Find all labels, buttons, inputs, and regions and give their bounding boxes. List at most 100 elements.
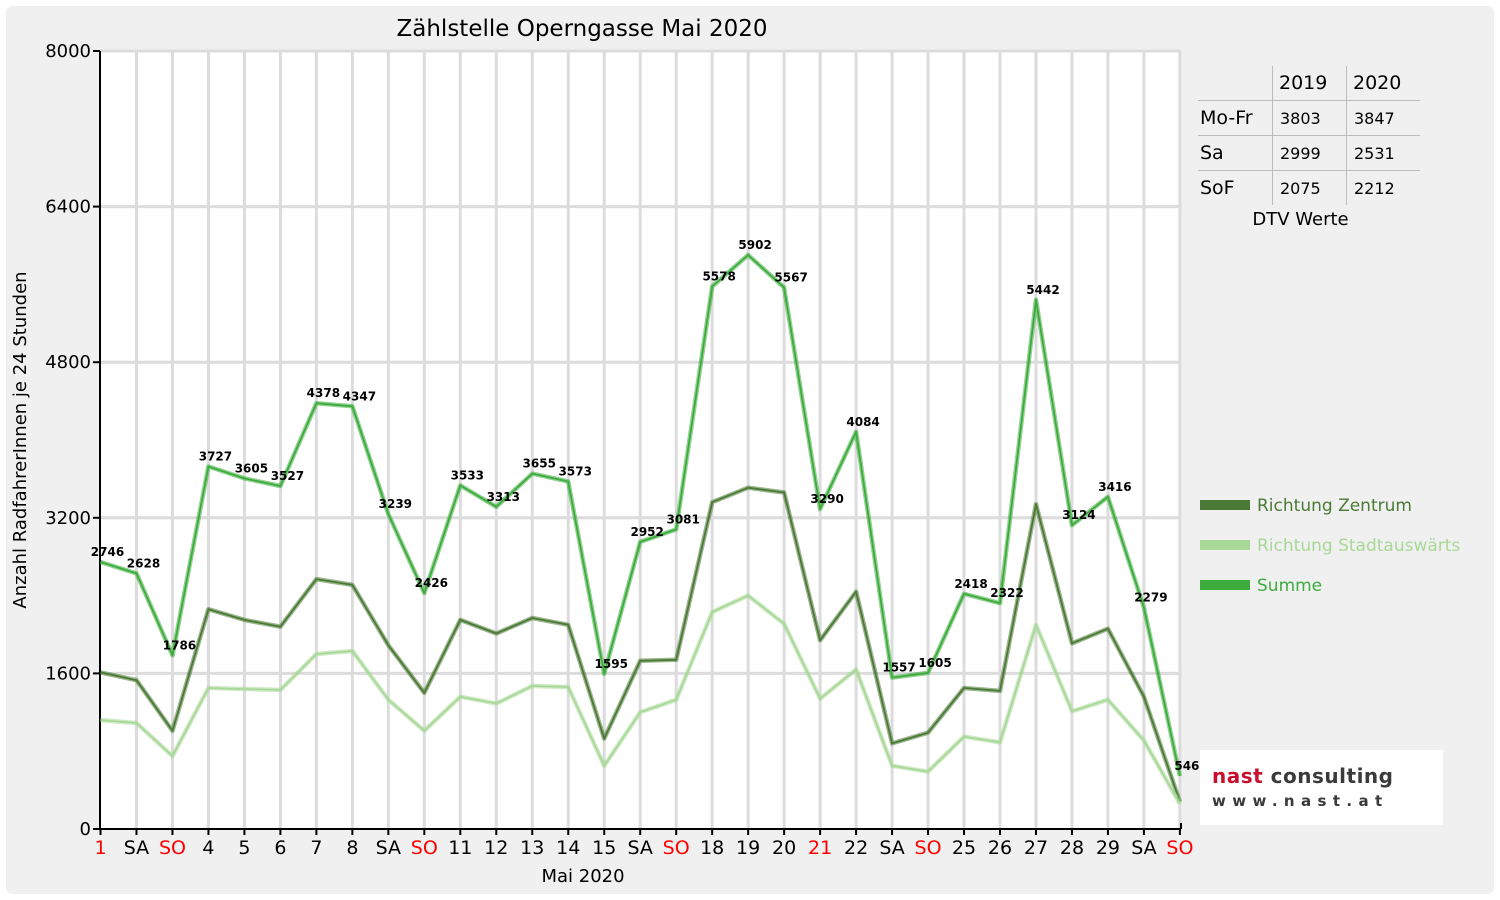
data-label: 3727 xyxy=(199,450,232,464)
dtv-year-header: 2019 xyxy=(1272,66,1347,101)
data-label: 2628 xyxy=(127,556,160,570)
data-label: 3416 xyxy=(1098,480,1131,494)
dtv-row: Mo-Fr 3803 3847 xyxy=(1198,100,1420,136)
x-tick-label: 5 xyxy=(238,837,250,859)
x-tick-label: 21 xyxy=(808,837,832,859)
dtv-table: 2019 2020 Mo-Fr 3803 3847 Sa 2999 2531 S… xyxy=(1198,66,1420,205)
x-tick-label: 13 xyxy=(520,837,544,859)
dtv-value: 2075 xyxy=(1272,170,1347,205)
data-label: 3313 xyxy=(487,490,520,504)
x-tick-label: 4 xyxy=(202,837,214,859)
dtv-value: 2531 xyxy=(1346,135,1420,171)
x-tick-labels: 1 SA SO 4 5 6 7 8 SA SO 11 12 13 14 15 SA SO 18 19 20 21 22 SA… xyxy=(94,837,1193,859)
x-tick-label: 15 xyxy=(592,837,616,859)
data-label: 3527 xyxy=(271,469,304,483)
y-tick-label: 3200 xyxy=(45,508,91,529)
dtv-row: SoF 2075 2212 xyxy=(1198,170,1420,205)
dtv-header-row: 2019 2020 xyxy=(1198,66,1420,101)
dtv-year-header: 2020 xyxy=(1346,66,1420,101)
x-tick-label: 18 xyxy=(700,837,724,859)
data-label: 3239 xyxy=(379,497,412,511)
dtv-row-label: Sa xyxy=(1198,135,1273,171)
x-tick-label: 25 xyxy=(952,837,976,859)
data-label: 3081 xyxy=(666,512,699,526)
legend-swatch xyxy=(1200,500,1250,510)
x-tick-label: 26 xyxy=(988,837,1012,859)
legend-entry: Richtung Zentrum xyxy=(1257,496,1412,516)
data-label: 3573 xyxy=(559,465,592,479)
data-label: 1786 xyxy=(163,638,196,652)
dtv-caption: DTV Werte xyxy=(1252,209,1349,230)
data-label: 1557 xyxy=(882,661,915,675)
logo-name-part2: consulting xyxy=(1270,764,1394,788)
data-label: 546 xyxy=(1174,759,1199,773)
dtv-value: 3803 xyxy=(1272,100,1347,136)
y-tick-label: 1600 xyxy=(45,663,91,684)
data-label: 3605 xyxy=(235,461,268,475)
data-label: 2952 xyxy=(630,525,663,539)
x-tick-label: SO xyxy=(915,837,942,859)
logo-name: nast consulting xyxy=(1212,764,1393,788)
x-tick-label: SO xyxy=(159,837,186,859)
x-tick-label: 12 xyxy=(484,837,508,859)
y-axis-title: Anzahl RadfahrerInnen je 24 Stunden xyxy=(10,271,31,608)
data-label: 4084 xyxy=(846,415,879,429)
legend-swatch xyxy=(1200,540,1250,550)
data-label: 2279 xyxy=(1134,590,1167,604)
data-label: 2426 xyxy=(415,576,448,590)
nast-consulting-logo: nast consulting www.nast.at xyxy=(1200,750,1443,825)
data-label: 2322 xyxy=(990,586,1023,600)
data-label: 5578 xyxy=(702,270,735,284)
logo-url: www.nast.at xyxy=(1212,792,1389,810)
x-tick-label: 14 xyxy=(556,837,580,859)
axes xyxy=(93,50,1182,835)
dtv-value: 2212 xyxy=(1346,170,1420,205)
x-tick-label: 11 xyxy=(448,837,472,859)
data-label: 3124 xyxy=(1062,508,1095,522)
data-label: 4347 xyxy=(343,389,376,403)
x-tick-label: 7 xyxy=(310,837,322,859)
legend-swatch xyxy=(1200,580,1250,590)
x-tick-label: SA xyxy=(879,837,904,859)
data-label: 3290 xyxy=(810,492,843,506)
series-line xyxy=(100,254,1181,777)
data-label: 4378 xyxy=(307,386,340,400)
x-tick-label: 29 xyxy=(1096,837,1120,859)
data-label: 5567 xyxy=(774,271,807,285)
y-tick-label: 6400 xyxy=(45,197,91,218)
x-tick-label: 19 xyxy=(736,837,760,859)
legend-entry: Summe xyxy=(1257,576,1322,596)
series-layer xyxy=(99,252,1183,805)
series-line xyxy=(100,594,1181,805)
dtv-row-label: SoF xyxy=(1198,170,1273,205)
x-tick-label: 6 xyxy=(274,837,286,859)
x-tick-label: SO xyxy=(1166,837,1193,859)
x-tick-label: SA xyxy=(376,837,401,859)
dtv-value: 3847 xyxy=(1346,100,1420,136)
x-tick-label: 8 xyxy=(346,837,358,859)
dtv-corner-cell xyxy=(1198,66,1273,101)
dtv-row-label: Mo-Fr xyxy=(1198,100,1273,136)
y-tick-label: 8000 xyxy=(45,41,91,62)
dtv-value: 2999 xyxy=(1272,135,1347,171)
y-tick-labels: 0 1600 3200 4800 6400 8000 xyxy=(45,41,91,840)
dtv-row: Sa 2999 2531 xyxy=(1198,135,1420,171)
x-tick-label: 1 xyxy=(94,837,106,859)
x-tick-label: 20 xyxy=(772,837,796,859)
x-tick-label: 27 xyxy=(1024,837,1048,859)
x-tick-label: SA xyxy=(1131,837,1156,859)
data-label: 1605 xyxy=(918,656,951,670)
legend-entry: Richtung Stadtauswärts xyxy=(1257,536,1460,556)
data-label: 5902 xyxy=(738,238,771,252)
data-label: 5442 xyxy=(1026,283,1059,297)
x-axis-title: Mai 2020 xyxy=(541,866,624,887)
data-label: 3655 xyxy=(523,457,556,471)
series-line xyxy=(100,486,1181,803)
y-tick-label: 0 xyxy=(80,819,91,840)
x-tick-label: 28 xyxy=(1060,837,1084,859)
data-label: 2746 xyxy=(91,545,124,559)
x-tick-label: 22 xyxy=(844,837,868,859)
data-label: 1595 xyxy=(595,657,628,671)
